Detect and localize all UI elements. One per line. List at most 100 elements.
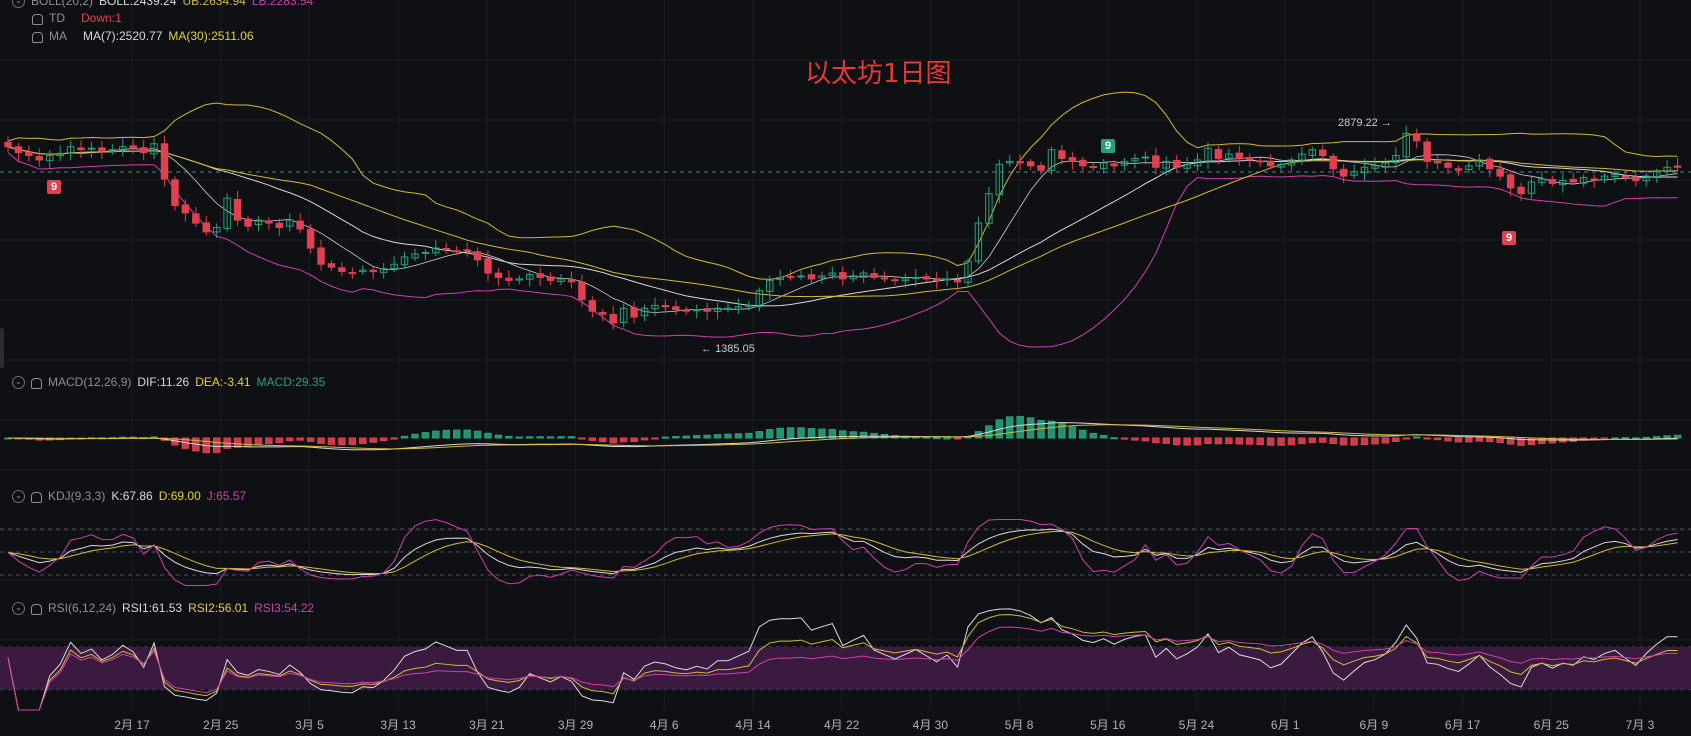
candle-body (254, 219, 263, 226)
boll-name: BOLL(20,2) (31, 0, 94, 8)
macd-bar (661, 436, 670, 439)
candle-body (359, 269, 367, 273)
candle-body (734, 306, 743, 310)
collapse-icon[interactable]: ⌄ (12, 0, 25, 8)
candle-body (1569, 178, 1577, 183)
candle-body (578, 281, 586, 300)
macd-bar (1392, 437, 1400, 442)
macd-bar (1110, 437, 1118, 440)
candle-body (1058, 150, 1066, 159)
macd-bar (1433, 437, 1442, 441)
macd-bar (755, 431, 764, 439)
macd-bar (244, 437, 252, 448)
x-tick-label: 4月 30 (912, 718, 949, 732)
bell-icon[interactable] (31, 491, 42, 503)
candle-body (160, 143, 169, 180)
candle-body (1172, 159, 1181, 168)
macd-bar (1444, 437, 1452, 442)
macd-bar (1423, 437, 1431, 440)
candle-body (306, 228, 315, 249)
x-tick-label: 3月 21 (469, 718, 505, 732)
macd-bar (1287, 437, 1296, 446)
macd-bar (212, 437, 221, 453)
macd-bar (1308, 437, 1317, 443)
candle-body (390, 263, 398, 269)
panel-resize-handle[interactable] (0, 328, 4, 368)
macd-dea-line (7, 424, 1678, 450)
macd-bar (724, 433, 732, 439)
macd-bar (400, 435, 409, 439)
macd-bar (1486, 437, 1494, 443)
x-tick-label: 3月 13 (380, 718, 416, 732)
macd-bar (359, 437, 367, 444)
candle-body (1266, 160, 1275, 167)
candle-body (1319, 149, 1327, 157)
candle-body (557, 278, 565, 282)
candle-body (1652, 171, 1661, 177)
candle-body (108, 149, 117, 152)
candle-body (1465, 165, 1473, 170)
candle-body (223, 197, 231, 229)
candle-body (25, 151, 33, 157)
macd-bar (484, 432, 492, 439)
chart-title: 以太坊1日图 (805, 59, 952, 89)
collapse-icon[interactable]: ⌄ (12, 601, 25, 615)
candle-body (1527, 181, 1536, 194)
macd-bar (1339, 437, 1348, 446)
td-legend: TD Down:1 (32, 11, 122, 25)
x-tick-label: 6月 9 (1359, 718, 1389, 732)
macd-bar (1246, 437, 1254, 445)
candle-body (1110, 163, 1118, 167)
candle-body (296, 220, 304, 230)
x-tick-label: 3月 29 (557, 718, 594, 732)
candle-body (494, 272, 503, 278)
candle-body (1099, 162, 1108, 170)
candle-body (1663, 166, 1671, 173)
macd-bar (463, 429, 471, 439)
collapse-icon[interactable]: ⌄ (12, 375, 25, 389)
bell-icon[interactable] (32, 31, 43, 43)
macd-dea-value: DEA:-3.41 (195, 375, 251, 389)
candle-body (1444, 162, 1452, 168)
boll-legend: ⌄ BOLL(20,2) BOLL:2439.24 UB:2634.94 LB:… (12, 0, 313, 8)
collapse-icon[interactable]: ⌄ (12, 489, 25, 503)
bell-icon[interactable] (31, 377, 42, 389)
candle-body (1486, 158, 1494, 170)
macd-bar (1632, 437, 1640, 440)
candle-body (526, 274, 534, 280)
macd-bar (630, 437, 638, 442)
macd-bar (1381, 437, 1390, 444)
kdj-k-line (7, 528, 1678, 576)
candle-body (870, 273, 878, 278)
low-value: 1385.05 (715, 343, 755, 355)
rsi-panel (7, 608, 1678, 711)
candle-body (432, 247, 440, 254)
td-down-value: Down:1 (81, 11, 122, 25)
macd-bar (839, 430, 847, 439)
macd-bar (1256, 437, 1264, 446)
bell-icon[interactable] (31, 603, 42, 615)
macd-bar (1193, 437, 1202, 446)
candle-body (1204, 147, 1212, 162)
td-sell-mark: 9 (1502, 231, 1516, 245)
ma7-value: MA(7):2520.77 (83, 29, 163, 43)
macd-bar (588, 437, 597, 441)
candle-body (77, 147, 85, 151)
candle-body (599, 312, 607, 315)
macd-legend: ⌄ MACD(12,26,9) DIF:11.26 DEA:-3.41 MACD… (12, 375, 325, 389)
rsi1-value: RSI1:61.53 (122, 601, 183, 615)
low-annotation: ← 1385.05 (701, 343, 755, 355)
candle-body (797, 275, 805, 278)
candle-body (244, 218, 252, 227)
candle-body (651, 304, 659, 310)
bell-icon[interactable] (32, 13, 43, 25)
candle-body (985, 193, 993, 224)
candle-body (1026, 161, 1035, 167)
macd-bar (1225, 437, 1233, 445)
macd-bar (1099, 435, 1108, 439)
macd-bar (1319, 437, 1327, 443)
boll-ub-value: UB:2634.94 (182, 0, 246, 8)
candle-body (171, 179, 179, 206)
candle-body (515, 278, 524, 281)
